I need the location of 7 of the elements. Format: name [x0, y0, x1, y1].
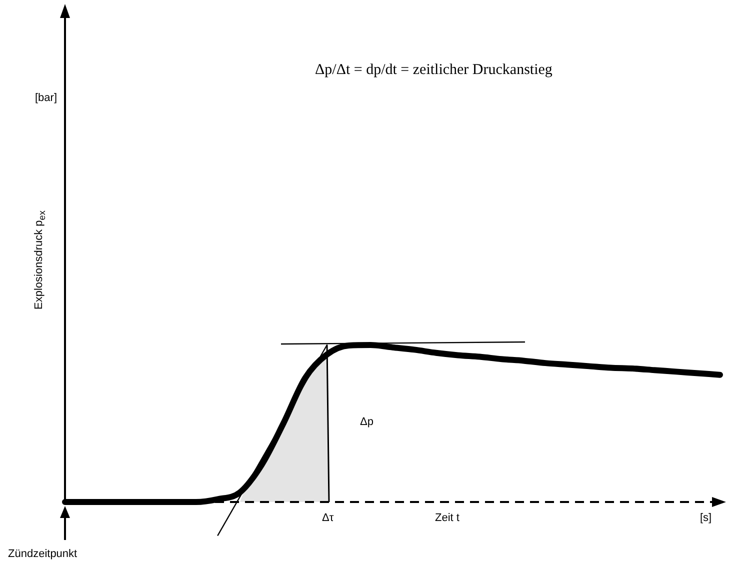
text: Zündzeitpunkt: [8, 548, 78, 560]
chart-title: Δp/Δt = dp/dt = zeitlicher Druckanstieg: [315, 62, 552, 79]
annotation: [s]: [700, 512, 712, 524]
x-axis-title: Zeit t: [435, 512, 460, 524]
annotation: Δτ: [322, 512, 334, 524]
annotation: Δp: [360, 416, 374, 428]
text: [bar]: [35, 92, 58, 104]
